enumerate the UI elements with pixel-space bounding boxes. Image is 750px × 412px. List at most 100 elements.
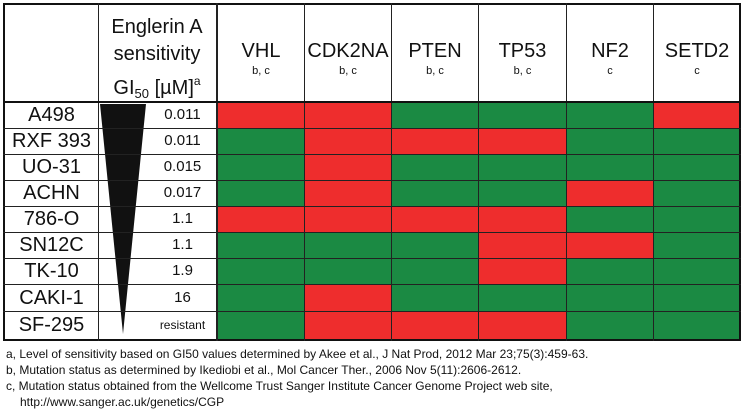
cell-line-label: A498 [28,104,75,126]
row-divider [3,311,741,312]
heatmap-cell-a498-vhl [217,102,304,128]
heatmap-cell-786-o-cdk2na [304,206,391,232]
heatmap-cell-786-o-setd2 [653,206,740,232]
heatmap-cell-sf-295-vhl [217,311,304,339]
row-divider [3,128,741,129]
heatmap-cell-a498-nf2 [566,102,653,128]
sensitivity-header-line2: sensitivity [113,43,201,65]
gi-unit: [µM] [154,77,194,99]
gi50-value: 1.1 [172,210,193,227]
gi50-value: resistant [159,318,206,332]
heatmap-cell-caki-1-pten [391,284,478,311]
row-divider [3,154,741,155]
gi-label: GI [113,77,135,99]
row-divider [3,258,741,259]
sensitivity-wedge [100,104,146,334]
heatmap-cell-uo-31-nf2 [566,154,653,180]
gene-header-setd2: SETD2 c [654,40,740,77]
heatmap-cell-786-o-pten [391,206,478,232]
heatmap-cell-sf-295-cdk2na [304,311,391,339]
gi50-value: 0.015 [163,158,202,175]
heatmap-cell-a498-tp53 [478,102,566,128]
gene-header-nf2: NF2 c [567,40,653,77]
gene-header-vhl: VHL b, c [218,40,304,77]
cell-line-label: CAKI-1 [19,287,84,309]
heatmap-cell-sf-295-pten [391,311,478,339]
heatmap-cell-caki-1-vhl [217,284,304,311]
heatmap-cell-tk-10-setd2 [653,258,740,284]
footnote-c-url: http://www.sanger.ac.uk/genetics/CGP [20,395,225,409]
gene-source: b, c [339,65,357,77]
row-divider [3,232,741,233]
gene-name: TP53 [498,40,547,62]
column-divider [653,3,654,341]
heatmap-cell-caki-1-cdk2na [304,284,391,311]
heatmap-cell-rxf-393-setd2 [653,128,740,154]
gene-source: c [607,65,613,77]
heatmap-cell-uo-31-setd2 [653,154,740,180]
heatmap-cell-sn12c-vhl [217,232,304,258]
row-divider [3,206,741,207]
sensitivity-wedge-shape [100,104,146,334]
gi-subscript: 50 [134,86,150,101]
sensitivity-header-line1: Englerin A [111,16,203,38]
heatmap-cell-achn-nf2 [566,180,653,206]
heatmap-cell-sn12c-setd2 [653,232,740,258]
heatmap-cell-sn12c-tp53 [478,232,566,258]
gi50-value: 1.1 [172,236,193,253]
heatmap-cell-uo-31-cdk2na [304,154,391,180]
gi50-value: 0.011 [164,106,201,123]
gene-source: b, c [513,65,532,77]
gene-header-tp53: TP53 b, c [479,40,566,77]
heatmap-cell-achn-vhl [217,180,304,206]
heatmap-cell-tk-10-tp53 [478,258,566,284]
gene-header-cdk2na: CDK2NA b, c [305,40,391,77]
gi50-value: 16 [174,289,191,306]
gene-name: NF2 [591,40,629,62]
heatmap-cell-rxf-393-pten [391,128,478,154]
heatmap-cell-caki-1-setd2 [653,284,740,311]
column-divider [98,3,99,341]
heatmap-cell-uo-31-pten [391,154,478,180]
heatmap-cell-786-o-tp53 [478,206,566,232]
sensitivity-header: Englerin A sensitivity GI50 [µM]a [98,14,216,107]
cell-line-label: 786-O [23,208,80,230]
heatmap-cell-achn-tp53 [478,180,566,206]
heatmap-cell-rxf-393-nf2 [566,128,653,154]
header-divider [3,101,741,103]
table-frame [3,3,741,341]
cell-line-label: RXF 393 [12,130,91,152]
column-divider [391,3,392,341]
footnote-a: a, Level of sensitivity based on GI50 va… [6,347,589,361]
heatmap-cell-tk-10-cdk2na [304,258,391,284]
gene-source: b, c [252,65,270,77]
gene-name: CDK2NA [307,40,389,62]
row-divider [3,284,741,285]
cell-line-label: SN12C [19,234,84,256]
heatmap-cell-sn12c-cdk2na [304,232,391,258]
heatmap-cell-sf-295-tp53 [478,311,566,339]
cell-line-label: ACHN [23,182,80,204]
sensitivity-header-line3: GI50 [µM]a [98,68,216,107]
gene-name: PTEN [408,40,462,62]
mutation-table: Englerin A sensitivity GI50 [µM]a VHL b,… [3,3,741,341]
heatmap-cell-rxf-393-vhl [217,128,304,154]
footnote-b: b, Mutation status as determined by Iked… [6,363,522,377]
column-divider [566,3,567,341]
cell-line-label: SF-295 [18,314,85,336]
heatmap-cell-achn-pten [391,180,478,206]
heatmap-cell-sf-295-setd2 [653,311,740,339]
row-divider [3,180,741,181]
gene-source: c [694,65,700,77]
cell-line-label: TK-10 [24,260,79,282]
gene-name: SETD2 [664,40,730,62]
gene-header-pten: PTEN b, c [392,40,478,77]
gene-name: VHL [241,40,281,62]
heatmap [217,102,740,339]
cell-line-label: UO-31 [22,156,81,178]
heatmap-cell-sf-295-nf2 [566,311,653,339]
heatmap-cell-a498-cdk2na [304,102,391,128]
column-divider [478,3,479,341]
heatmap-cell-achn-setd2 [653,180,740,206]
